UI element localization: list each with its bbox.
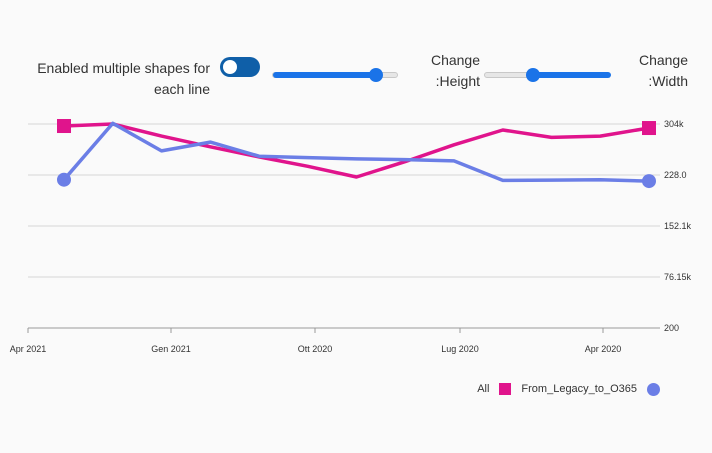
x-axis: Apr 2021 Gen 2021 Ott 2020 Lug 2020 Apr 2020 bbox=[10, 328, 622, 354]
circle-icon bbox=[647, 382, 660, 396]
y-tick-label: 228.0 bbox=[664, 170, 687, 180]
chart-legend: All From_Legacy_to_O365 bbox=[467, 380, 660, 398]
x-tick-label: Ott 2020 bbox=[298, 344, 333, 354]
height-slider[interactable] bbox=[272, 68, 398, 82]
multiple-shapes-toggle[interactable] bbox=[220, 57, 260, 77]
y-tick-label: 200 bbox=[664, 323, 679, 333]
legend-item-legacy[interactable]: From_Legacy_to_O365 bbox=[521, 382, 660, 396]
legend-label-legacy: From_Legacy_to_O365 bbox=[521, 383, 637, 395]
height-slider-fill bbox=[273, 72, 377, 78]
chart-controls: Enabled multiple shapes for each line Ch… bbox=[0, 0, 712, 110]
x-tick-label: Gen 2021 bbox=[151, 344, 191, 354]
x-tick-label: Lug 2020 bbox=[441, 344, 479, 354]
series-line-0 bbox=[62, 122, 651, 179]
width-slider-thumb[interactable] bbox=[525, 68, 540, 82]
x-tick-label: Apr 2020 bbox=[585, 344, 622, 354]
circle-marker bbox=[642, 174, 656, 189]
square-marker bbox=[642, 121, 656, 136]
width-slider[interactable] bbox=[484, 68, 611, 82]
grid-lines bbox=[28, 123, 660, 329]
square-marker bbox=[57, 119, 71, 134]
legend-label-all: All bbox=[477, 383, 490, 395]
height-label: Change :Height bbox=[430, 52, 480, 89]
x-tick-label: Apr 2021 bbox=[10, 344, 47, 354]
height-slider-thumb[interactable] bbox=[369, 68, 384, 82]
width-label: Change :Width bbox=[638, 52, 688, 89]
square-icon bbox=[499, 383, 512, 395]
series-line-1 bbox=[62, 121, 651, 183]
y-tick-label: 304k bbox=[664, 119, 684, 129]
y-tick-label: 76.15k bbox=[664, 272, 692, 282]
circle-marker bbox=[57, 172, 71, 187]
series-markers bbox=[57, 119, 656, 189]
y-tick-label: 152.1k bbox=[664, 221, 692, 231]
series-lines bbox=[62, 121, 651, 183]
multiple-shapes-label: Enabled multiple shapes for each line bbox=[37, 60, 210, 97]
toggle-knob bbox=[223, 60, 237, 74]
legend-item-all[interactable]: All bbox=[477, 383, 512, 395]
y-axis: 304k 228.0 152.1k 76.15k 200 bbox=[664, 119, 692, 333]
width-slider-fill bbox=[532, 72, 611, 78]
